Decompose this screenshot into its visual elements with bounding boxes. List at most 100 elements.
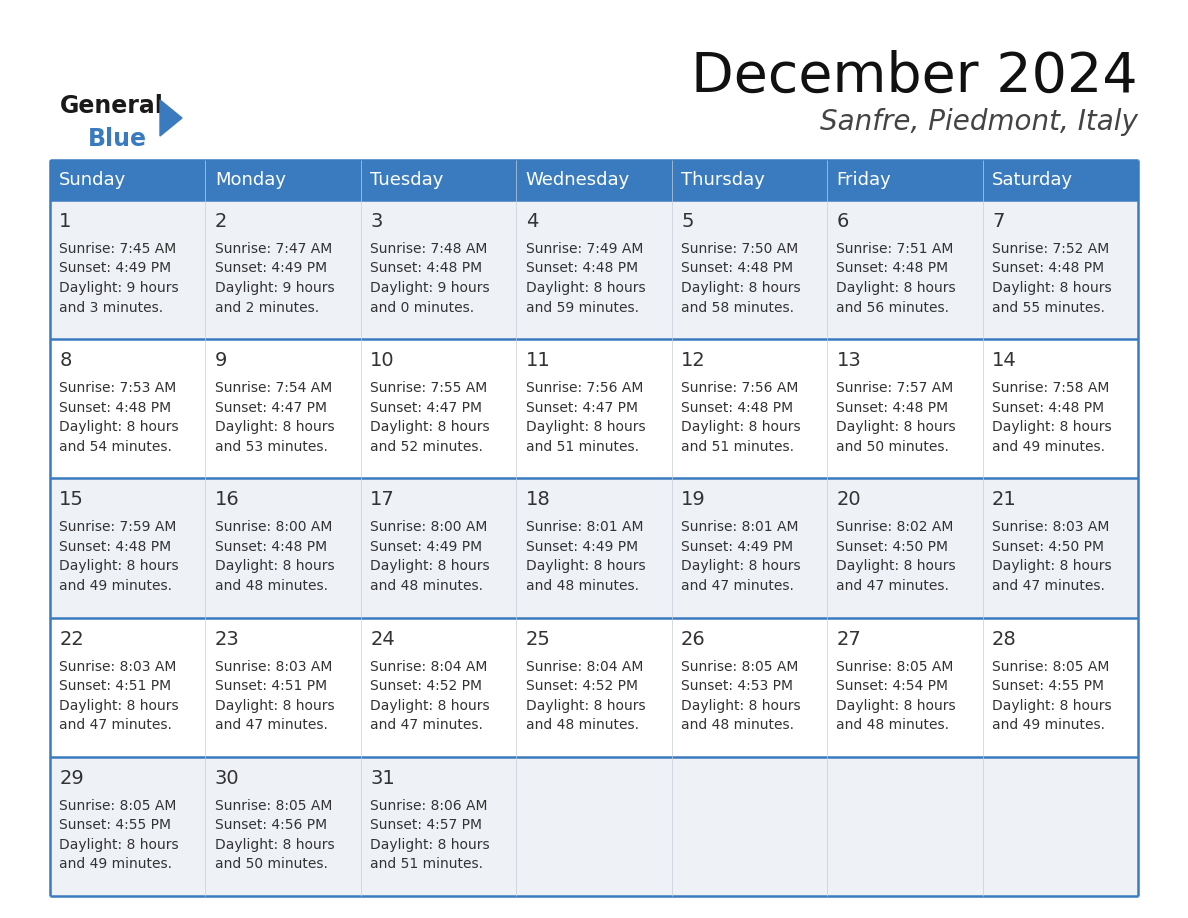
Text: 21: 21 (992, 490, 1017, 509)
Text: Sunset: 4:56 PM: Sunset: 4:56 PM (215, 818, 327, 833)
Text: and 2 minutes.: and 2 minutes. (215, 300, 318, 315)
Text: Daylight: 8 hours: Daylight: 8 hours (371, 838, 489, 852)
Text: Sunrise: 7:56 AM: Sunrise: 7:56 AM (681, 381, 798, 396)
Text: 4: 4 (525, 212, 538, 231)
Text: and 49 minutes.: and 49 minutes. (59, 857, 172, 871)
Text: 11: 11 (525, 352, 550, 370)
Text: Daylight: 8 hours: Daylight: 8 hours (681, 420, 801, 434)
Text: and 53 minutes.: and 53 minutes. (215, 440, 328, 453)
Text: and 47 minutes.: and 47 minutes. (59, 718, 172, 732)
Text: Sunrise: 8:03 AM: Sunrise: 8:03 AM (992, 521, 1110, 534)
Text: Sunrise: 7:59 AM: Sunrise: 7:59 AM (59, 521, 177, 534)
Text: Sunrise: 8:04 AM: Sunrise: 8:04 AM (371, 660, 487, 674)
Text: 26: 26 (681, 630, 706, 649)
Text: December 2024: December 2024 (691, 50, 1138, 104)
Text: Sunrise: 7:51 AM: Sunrise: 7:51 AM (836, 242, 954, 256)
Text: Sunset: 4:54 PM: Sunset: 4:54 PM (836, 679, 948, 693)
Text: Sunset: 4:49 PM: Sunset: 4:49 PM (525, 540, 638, 554)
Text: Sunrise: 7:57 AM: Sunrise: 7:57 AM (836, 381, 954, 396)
Text: and 51 minutes.: and 51 minutes. (681, 440, 794, 453)
Text: 28: 28 (992, 630, 1017, 649)
Text: Sunrise: 7:53 AM: Sunrise: 7:53 AM (59, 381, 177, 396)
Text: Sunrise: 7:56 AM: Sunrise: 7:56 AM (525, 381, 643, 396)
Text: 15: 15 (59, 490, 84, 509)
Text: Sunrise: 7:48 AM: Sunrise: 7:48 AM (371, 242, 487, 256)
Text: 1: 1 (59, 212, 71, 231)
Text: Daylight: 8 hours: Daylight: 8 hours (681, 281, 801, 295)
Bar (206, 160, 361, 200)
Text: Daylight: 8 hours: Daylight: 8 hours (992, 420, 1112, 434)
Text: and 48 minutes.: and 48 minutes. (836, 718, 949, 732)
Text: Sunrise: 8:00 AM: Sunrise: 8:00 AM (215, 521, 333, 534)
Text: Daylight: 8 hours: Daylight: 8 hours (215, 420, 334, 434)
Text: and 48 minutes.: and 48 minutes. (681, 718, 794, 732)
Text: 9: 9 (215, 352, 227, 370)
Text: Sunset: 4:55 PM: Sunset: 4:55 PM (992, 679, 1104, 693)
Text: Sunrise: 8:05 AM: Sunrise: 8:05 AM (681, 660, 798, 674)
Bar (827, 160, 982, 200)
Text: Daylight: 8 hours: Daylight: 8 hours (992, 281, 1112, 295)
Text: and 55 minutes.: and 55 minutes. (992, 300, 1105, 315)
Text: 10: 10 (371, 352, 394, 370)
Bar (50, 478, 1138, 618)
Text: Sunset: 4:49 PM: Sunset: 4:49 PM (59, 262, 171, 275)
Bar (50, 160, 206, 200)
Text: Daylight: 9 hours: Daylight: 9 hours (215, 281, 334, 295)
Text: 27: 27 (836, 630, 861, 649)
Text: and 47 minutes.: and 47 minutes. (215, 718, 328, 732)
Text: and 47 minutes.: and 47 minutes. (681, 579, 794, 593)
Bar (361, 160, 517, 200)
Text: Friday: Friday (836, 171, 891, 189)
Text: Sunset: 4:48 PM: Sunset: 4:48 PM (525, 262, 638, 275)
Text: Sunset: 4:52 PM: Sunset: 4:52 PM (371, 679, 482, 693)
Text: and 52 minutes.: and 52 minutes. (371, 440, 484, 453)
Text: 12: 12 (681, 352, 706, 370)
Text: Daylight: 8 hours: Daylight: 8 hours (992, 559, 1112, 574)
Text: and 3 minutes.: and 3 minutes. (59, 300, 164, 315)
Text: 22: 22 (59, 630, 84, 649)
Text: and 51 minutes.: and 51 minutes. (371, 857, 484, 871)
Text: Daylight: 8 hours: Daylight: 8 hours (525, 281, 645, 295)
Bar (671, 160, 827, 200)
Text: and 47 minutes.: and 47 minutes. (371, 718, 484, 732)
Text: and 49 minutes.: and 49 minutes. (59, 579, 172, 593)
Text: Daylight: 8 hours: Daylight: 8 hours (371, 699, 489, 712)
Text: and 48 minutes.: and 48 minutes. (525, 579, 639, 593)
Text: Sunset: 4:49 PM: Sunset: 4:49 PM (215, 262, 327, 275)
Text: Blue: Blue (88, 127, 147, 151)
Text: 30: 30 (215, 768, 239, 788)
Text: 18: 18 (525, 490, 550, 509)
Text: and 49 minutes.: and 49 minutes. (992, 440, 1105, 453)
Text: Sunset: 4:49 PM: Sunset: 4:49 PM (371, 540, 482, 554)
Text: Sunset: 4:48 PM: Sunset: 4:48 PM (836, 400, 948, 415)
Text: Sunrise: 7:49 AM: Sunrise: 7:49 AM (525, 242, 643, 256)
Text: Monday: Monday (215, 171, 286, 189)
Text: Tuesday: Tuesday (371, 171, 443, 189)
Text: Sunrise: 8:05 AM: Sunrise: 8:05 AM (59, 799, 177, 812)
Text: 3: 3 (371, 212, 383, 231)
Text: 20: 20 (836, 490, 861, 509)
Text: 6: 6 (836, 212, 849, 231)
Text: Daylight: 8 hours: Daylight: 8 hours (59, 559, 179, 574)
Text: Saturday: Saturday (992, 171, 1073, 189)
Text: Daylight: 8 hours: Daylight: 8 hours (525, 420, 645, 434)
Text: and 56 minutes.: and 56 minutes. (836, 300, 949, 315)
Bar (982, 160, 1138, 200)
Text: Sunset: 4:47 PM: Sunset: 4:47 PM (215, 400, 327, 415)
Text: Sunset: 4:51 PM: Sunset: 4:51 PM (215, 679, 327, 693)
Text: Daylight: 8 hours: Daylight: 8 hours (59, 420, 179, 434)
Text: and 51 minutes.: and 51 minutes. (525, 440, 639, 453)
Text: and 48 minutes.: and 48 minutes. (215, 579, 328, 593)
Text: Daylight: 8 hours: Daylight: 8 hours (992, 699, 1112, 712)
Text: Thursday: Thursday (681, 171, 765, 189)
Text: 14: 14 (992, 352, 1017, 370)
Text: Daylight: 8 hours: Daylight: 8 hours (371, 420, 489, 434)
Text: Sunrise: 8:01 AM: Sunrise: 8:01 AM (525, 521, 643, 534)
Text: Daylight: 8 hours: Daylight: 8 hours (836, 420, 956, 434)
Text: 13: 13 (836, 352, 861, 370)
Text: Sunset: 4:57 PM: Sunset: 4:57 PM (371, 818, 482, 833)
Text: Daylight: 8 hours: Daylight: 8 hours (59, 699, 179, 712)
Text: Sunset: 4:51 PM: Sunset: 4:51 PM (59, 679, 171, 693)
Text: Sunset: 4:48 PM: Sunset: 4:48 PM (681, 262, 794, 275)
Text: Sunrise: 8:05 AM: Sunrise: 8:05 AM (836, 660, 954, 674)
